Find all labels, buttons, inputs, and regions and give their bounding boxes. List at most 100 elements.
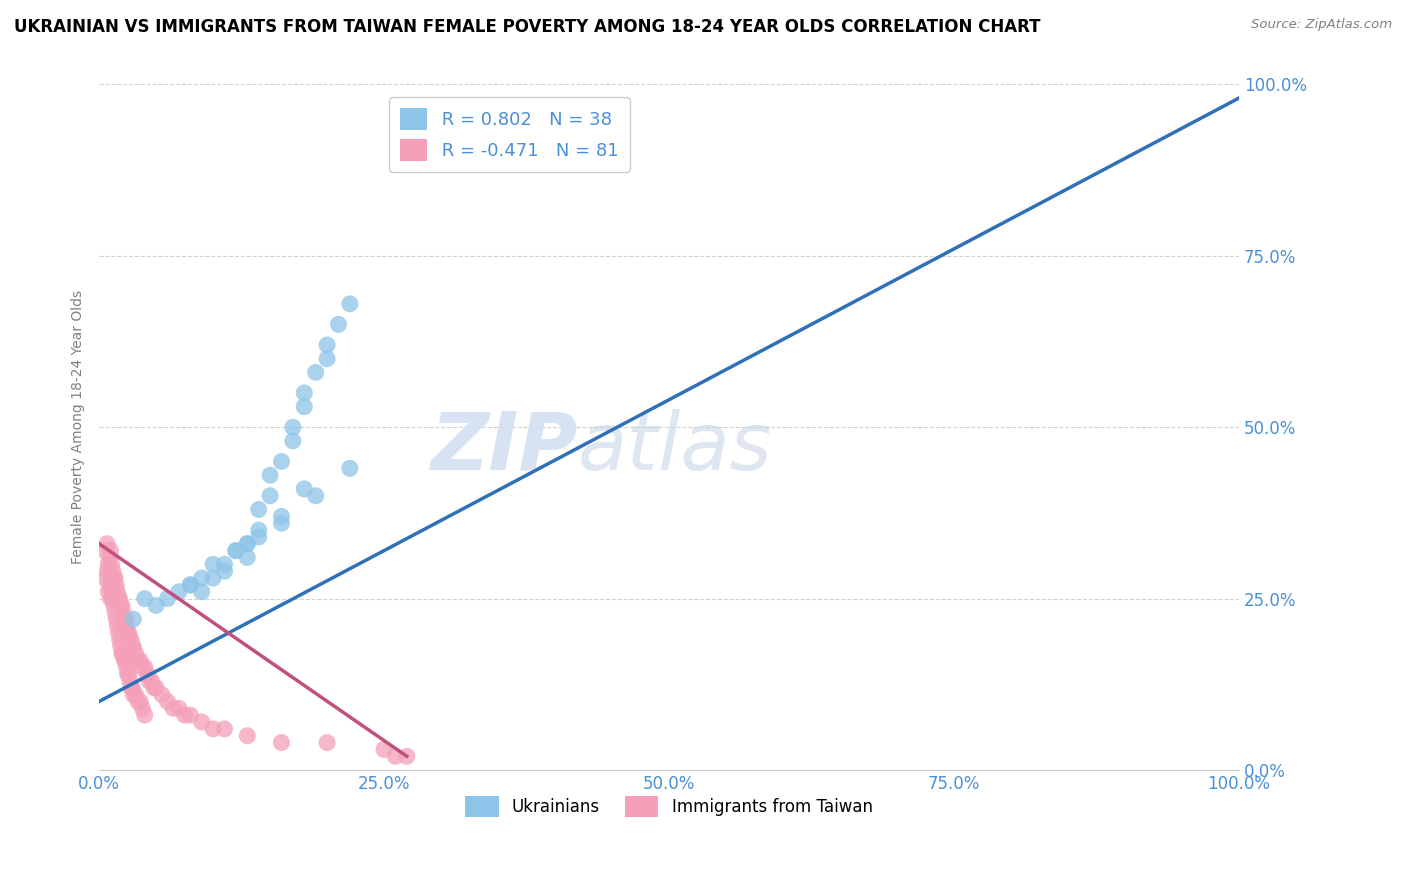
Point [100, 591, 122, 606]
Point [292, 386, 315, 401]
Point [118, 632, 141, 647]
Point [97, 584, 120, 599]
Point [97, 558, 120, 572]
Point [179, 578, 201, 592]
Point [94, 543, 117, 558]
Point [259, 489, 281, 503]
Point [145, 599, 167, 613]
Point [108, 632, 131, 647]
Point [190, 584, 212, 599]
Point [105, 612, 128, 626]
Point [94, 571, 117, 585]
Point [214, 722, 236, 736]
Point [305, 489, 328, 503]
Text: atlas: atlas [578, 409, 772, 487]
Point [316, 351, 339, 366]
Point [118, 626, 141, 640]
Point [121, 681, 143, 695]
Point [112, 647, 135, 661]
Point [281, 420, 304, 434]
Point [328, 318, 350, 332]
Point [270, 735, 292, 749]
Point [281, 434, 304, 448]
Point [98, 578, 121, 592]
Legend: Ukrainians, Immigrants from Taiwan: Ukrainians, Immigrants from Taiwan [458, 789, 879, 823]
Point [395, 749, 418, 764]
Point [115, 619, 138, 633]
Point [247, 530, 270, 544]
Point [103, 599, 125, 613]
Point [104, 605, 127, 619]
Point [105, 584, 128, 599]
Point [190, 571, 212, 585]
Point [270, 454, 292, 468]
Point [118, 673, 141, 688]
Point [305, 365, 328, 379]
Point [270, 516, 292, 531]
Point [124, 647, 146, 661]
Point [202, 571, 225, 585]
Point [156, 591, 179, 606]
Point [225, 543, 247, 558]
Point [112, 653, 135, 667]
Point [162, 701, 184, 715]
Point [142, 681, 165, 695]
Point [129, 694, 152, 708]
Point [373, 742, 395, 756]
Point [145, 681, 167, 695]
Point [225, 543, 247, 558]
Point [214, 564, 236, 578]
Point [117, 626, 139, 640]
Point [259, 468, 281, 483]
Point [122, 688, 145, 702]
Point [124, 688, 146, 702]
Point [127, 653, 149, 667]
Point [122, 640, 145, 654]
Point [236, 729, 259, 743]
Point [134, 591, 156, 606]
Point [214, 558, 236, 572]
Point [101, 564, 124, 578]
Point [292, 400, 315, 414]
Point [316, 338, 339, 352]
Point [107, 591, 129, 606]
Point [110, 599, 132, 613]
Point [100, 571, 122, 585]
Point [131, 660, 153, 674]
Point [114, 612, 136, 626]
Point [121, 640, 143, 654]
Point [112, 605, 135, 619]
Point [115, 660, 138, 674]
Point [100, 543, 122, 558]
Point [120, 632, 142, 647]
Point [103, 571, 125, 585]
Point [156, 694, 179, 708]
Point [150, 688, 173, 702]
Point [105, 578, 128, 592]
Point [167, 701, 190, 715]
Text: Source: ZipAtlas.com: Source: ZipAtlas.com [1251, 18, 1392, 31]
Point [108, 591, 131, 606]
Point [247, 523, 270, 537]
Point [136, 667, 159, 681]
Point [339, 461, 361, 475]
Point [190, 714, 212, 729]
Point [236, 550, 259, 565]
Point [120, 681, 142, 695]
Point [110, 640, 132, 654]
Point [173, 708, 195, 723]
Point [131, 701, 153, 715]
Point [167, 584, 190, 599]
Point [96, 564, 118, 578]
Text: UKRAINIAN VS IMMIGRANTS FROM TAIWAN FEMALE POVERTY AMONG 18-24 YEAR OLDS CORRELA: UKRAINIAN VS IMMIGRANTS FROM TAIWAN FEMA… [14, 18, 1040, 36]
Point [292, 482, 315, 496]
Point [101, 591, 124, 606]
Point [316, 735, 339, 749]
Point [100, 584, 122, 599]
Text: ZIP: ZIP [430, 409, 578, 487]
Point [247, 502, 270, 516]
Point [236, 537, 259, 551]
Point [122, 612, 145, 626]
Point [202, 558, 225, 572]
Point [138, 673, 160, 688]
